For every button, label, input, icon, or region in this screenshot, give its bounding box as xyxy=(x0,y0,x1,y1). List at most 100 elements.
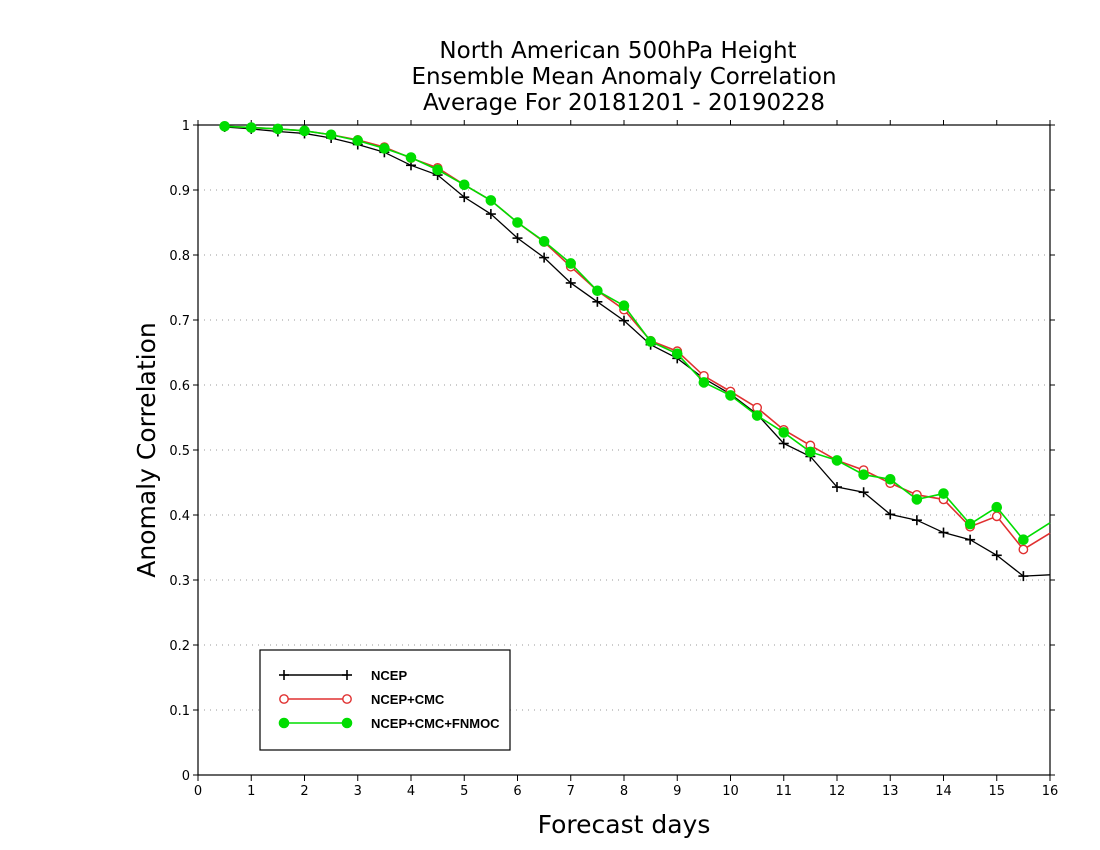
x-tick-label-12: 12 xyxy=(829,784,846,799)
series-2-point-19 xyxy=(725,390,736,401)
series-2-point-21 xyxy=(778,427,790,438)
series-2-point-22 xyxy=(805,446,816,458)
gridlines xyxy=(198,189,1050,711)
chart-title: North American 500hPa Height Ensemble Me… xyxy=(411,38,836,116)
y-tick-label-1: 0.1 xyxy=(169,704,190,719)
y-tick-label-3: 0.3 xyxy=(169,574,190,589)
series-2-point-9 xyxy=(458,179,470,191)
legend: NCEP NCEP+CMC NCEP+CMC+FNMOC xyxy=(259,649,511,751)
y-axis-label: Anomaly Correlation xyxy=(132,322,161,577)
series-2-point-27 xyxy=(938,488,949,499)
legend-items xyxy=(278,670,353,729)
series-2-point-3 xyxy=(299,125,310,137)
x-tick-label-7: 7 xyxy=(567,784,575,799)
x-tick-label-5: 5 xyxy=(460,784,468,799)
x-tick-label-4: 4 xyxy=(407,784,415,799)
y-tick-label-5: 0.5 xyxy=(169,444,190,459)
series-2-point-17 xyxy=(671,348,683,360)
series-0 xyxy=(219,121,1051,582)
series-2-point-20 xyxy=(751,410,763,421)
x-tick-label-3: 3 xyxy=(354,784,362,799)
series-2-point-28 xyxy=(964,518,976,530)
series-0-point-9 xyxy=(459,192,470,203)
x-tick-label-1: 1 xyxy=(247,784,255,799)
series-0-point-24 xyxy=(858,487,869,498)
x-tick-label-14: 14 xyxy=(935,784,952,799)
y-tick-label-4: 0.4 xyxy=(169,509,190,524)
series-2-point-23 xyxy=(831,455,843,466)
series-0-point-26 xyxy=(911,515,922,526)
series-2-point-25 xyxy=(884,473,896,485)
legend-marker-left-0 xyxy=(279,670,289,680)
series-line-0 xyxy=(224,126,1051,577)
legend-marker-left-1 xyxy=(279,694,289,704)
series-0-point-21 xyxy=(778,438,789,449)
series-2-point-13 xyxy=(565,258,577,269)
x-tick-label-9: 9 xyxy=(673,784,681,799)
series-1 xyxy=(219,121,1051,555)
series-2-point-7 xyxy=(405,152,417,163)
series-1-point-29 xyxy=(991,511,1002,522)
series-2-point-10 xyxy=(485,195,497,206)
y-tick-label-10: 1 xyxy=(182,119,190,134)
series-2-point-6 xyxy=(379,143,390,154)
x-tick-label-2: 2 xyxy=(300,784,308,799)
series-0-point-15 xyxy=(619,315,629,326)
y-tick-label-2: 0.2 xyxy=(169,639,190,654)
legend-box xyxy=(259,649,511,751)
series-0-point-29 xyxy=(991,550,1002,561)
legend-label-ncep-cmc: NCEP+CMC xyxy=(371,692,445,707)
x-tick-label-13: 13 xyxy=(882,784,899,799)
series-1-point-30 xyxy=(1018,544,1029,555)
series-2-point-11 xyxy=(512,217,523,228)
series-0-point-11 xyxy=(512,233,523,244)
series-0-point-23 xyxy=(832,482,842,493)
series-2-point-8 xyxy=(432,164,443,176)
series-2-point-5 xyxy=(352,135,364,146)
series-2-point-24 xyxy=(858,469,869,481)
x-axis: 0 1 2 3 4 5 6 7 8 9 10 11 12 13 14 15 16 xyxy=(194,120,1058,799)
x-tick-label-15: 15 xyxy=(988,784,1005,799)
legend-marker-right-0 xyxy=(342,670,352,680)
title-line-2: Ensemble Mean Anomaly Correlation xyxy=(411,64,836,90)
y-tick-label-9: 0.9 xyxy=(169,184,190,199)
x-tick-label-0: 0 xyxy=(194,784,202,799)
series-0-point-14 xyxy=(592,296,603,307)
series-2-point-0 xyxy=(219,121,230,132)
series-0-point-13 xyxy=(565,277,576,288)
series-2 xyxy=(219,121,1051,546)
series-0-point-30 xyxy=(1018,571,1029,582)
y-tick-label-6: 0.6 xyxy=(169,379,190,394)
y-axis: 0 0.1 0.2 0.3 0.4 0.5 0.6 0.7 0.8 0.9 1 xyxy=(169,119,1055,784)
series-2-point-29 xyxy=(991,501,1003,513)
y-tick-label-7: 0.7 xyxy=(169,314,190,329)
x-tick-label-8: 8 xyxy=(620,784,628,799)
series-2-point-4 xyxy=(325,129,337,141)
series-2-point-18 xyxy=(698,377,710,388)
title-line-3: Average For 20181201 - 20190228 xyxy=(423,90,825,116)
legend-marker-left-2 xyxy=(278,717,290,729)
series-2-point-30 xyxy=(1018,534,1029,546)
x-tick-label-11: 11 xyxy=(775,784,792,799)
legend-label-ncep: NCEP xyxy=(371,668,407,683)
y-tick-label-0: 0 xyxy=(182,769,190,784)
legend-marker-right-2 xyxy=(341,717,353,729)
x-tick-label-6: 6 xyxy=(513,784,521,799)
series-2-point-1 xyxy=(245,122,257,133)
series-2-point-16 xyxy=(645,336,656,347)
legend-marker-right-1 xyxy=(342,694,352,704)
series-2-point-15 xyxy=(618,300,630,312)
x-tick-label-10: 10 xyxy=(722,784,739,799)
x-tick-label-16: 16 xyxy=(1042,784,1059,799)
series-2-point-14 xyxy=(592,285,603,297)
series-2-point-12 xyxy=(538,236,550,247)
x-axis-label: Forecast days xyxy=(538,810,711,839)
title-line-1: North American 500hPa Height xyxy=(439,38,796,64)
series-layer xyxy=(219,121,1051,582)
series-0-point-25 xyxy=(885,509,896,520)
series-2-point-26 xyxy=(911,494,923,505)
series-0-point-10 xyxy=(485,209,496,220)
series-0-point-27 xyxy=(938,527,949,538)
legend-label-ncep-cmc-fnmoc: NCEP+CMC+FNMOC xyxy=(371,716,500,731)
